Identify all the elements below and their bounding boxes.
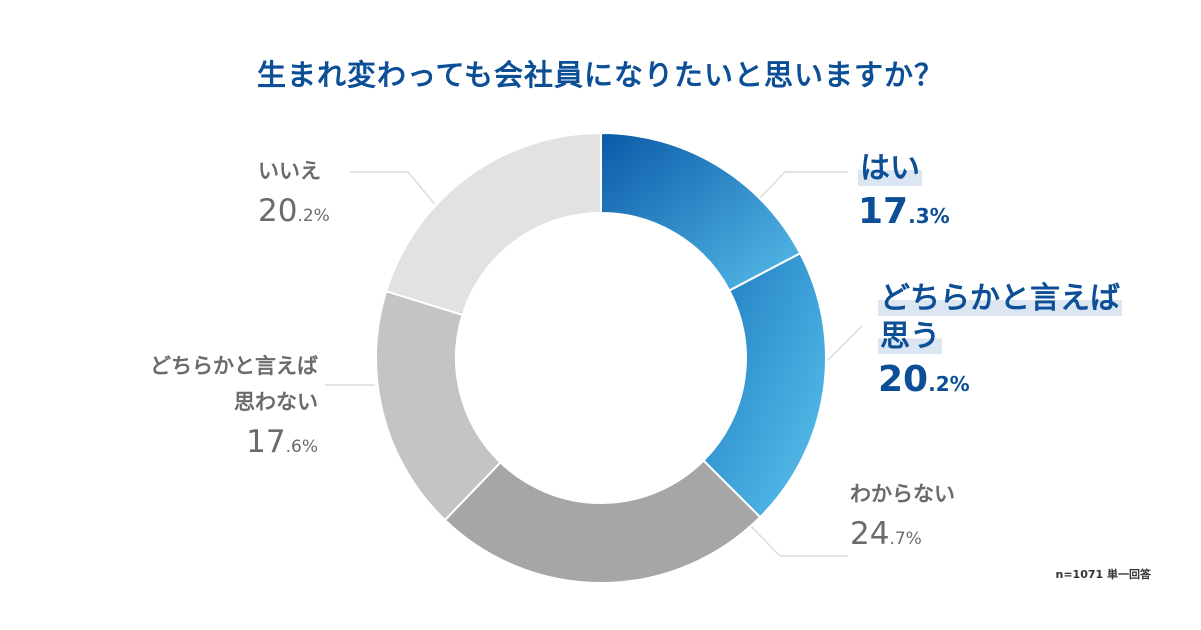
slice-label-dont-know-name: わからない	[850, 482, 955, 506]
slice-value-somewhat-yes: 20.2%	[878, 359, 970, 400]
leader-no	[350, 171, 439, 209]
slice-value-somewhat-no: 17.6%	[246, 424, 318, 460]
slice-label-yes: はい 17.3%	[858, 150, 950, 240]
slice-label-no: いいえ 20.2%	[258, 153, 330, 238]
leader-lines	[325, 171, 863, 557]
slice-dont-know	[443, 459, 762, 584]
slice-value-yes: 17.3%	[858, 191, 950, 232]
slice-label-no-name: いいえ	[258, 159, 321, 183]
slice-yes	[600, 131, 802, 292]
slice-label-somewhat-yes-line2: 思う	[878, 319, 942, 354]
slice-label-somewhat-no-line1: どちらかと言えば	[150, 354, 318, 378]
slice-value-dont-know: 24.7%	[850, 516, 922, 552]
chart-title: 生まれ変わっても会社員になりたいと思いますか？	[256, 58, 945, 92]
slice-label-yes-name: はい	[858, 151, 922, 186]
sample-note: n=1071 単一回答	[1055, 568, 1152, 581]
slice-value-no: 20.2%	[258, 193, 330, 229]
slice-label-dont-know: わからない 24.7%	[850, 476, 955, 561]
donut-slices	[375, 131, 827, 584]
slice-label-somewhat-no: どちらかと言えば 思わない 17.6%	[150, 348, 318, 469]
slice-label-somewhat-yes-line1: どちらかと言えば	[878, 281, 1122, 316]
leader-yes	[759, 171, 848, 199]
slice-label-somewhat-no-line2: 思わない	[234, 390, 318, 414]
slice-no	[384, 131, 602, 317]
leader-dont-know	[744, 519, 848, 557]
slice-label-somewhat-yes: どちらかと言えば 思う 20.2%	[878, 280, 1122, 408]
leader-somewhat-yes	[827, 325, 863, 361]
